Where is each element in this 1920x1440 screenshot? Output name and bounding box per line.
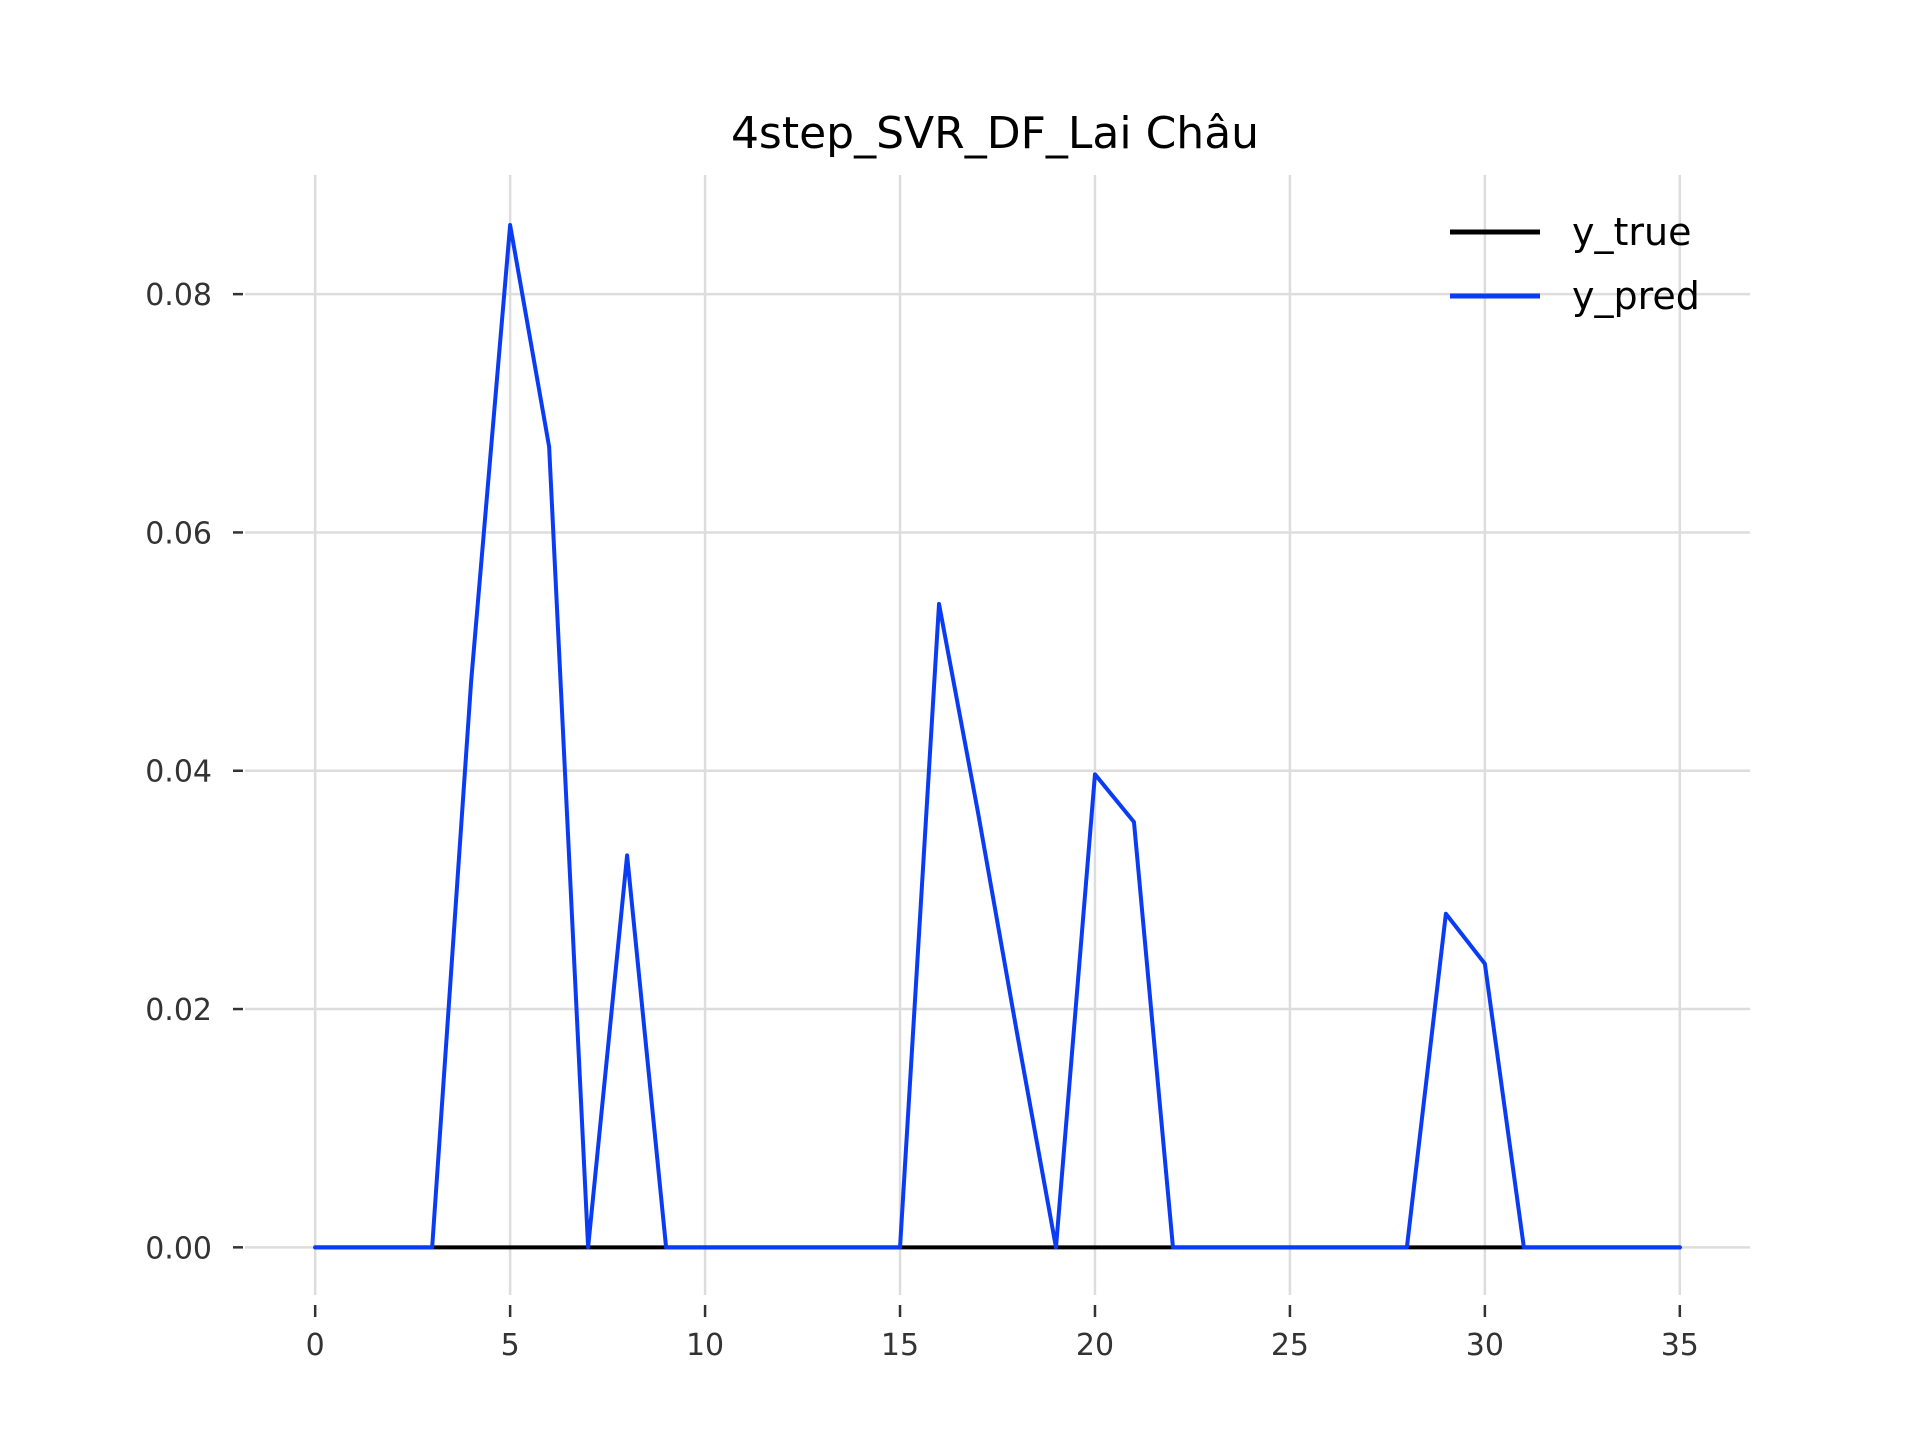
legend-label-y_true: y_true [1572, 210, 1691, 254]
y-tick-label: 0.02 [145, 993, 212, 1028]
y-tick-label: 0.00 [145, 1231, 212, 1266]
series-line-y_pred [313, 223, 1682, 1250]
x-tick-label: 10 [686, 1328, 724, 1363]
grid [245, 175, 1750, 1295]
x-tick-label: 0 [306, 1328, 325, 1363]
x-tick-label: 20 [1076, 1328, 1114, 1363]
series-lines [313, 223, 1682, 1250]
x-tick-label: 35 [1661, 1328, 1699, 1363]
x-tick-label: 25 [1271, 1328, 1309, 1363]
legend-label-y_pred: y_pred [1572, 274, 1700, 318]
y-tick-label: 0.06 [145, 516, 212, 551]
x-tick-label: 15 [881, 1328, 919, 1363]
y-tick-label: 0.08 [145, 278, 212, 313]
axes: 0 5 10 15 20 25 30 35 0.00 0.02 0.04 0.06 0.08 [145, 278, 1699, 1363]
legend: y_true y_pred [1450, 210, 1700, 318]
x-tick-label: 5 [501, 1328, 520, 1363]
chart-title: 4step_SVR_DF_Lai Châu [731, 108, 1259, 159]
x-tick-label: 30 [1466, 1328, 1504, 1363]
y-tick-label: 0.04 [145, 755, 212, 790]
